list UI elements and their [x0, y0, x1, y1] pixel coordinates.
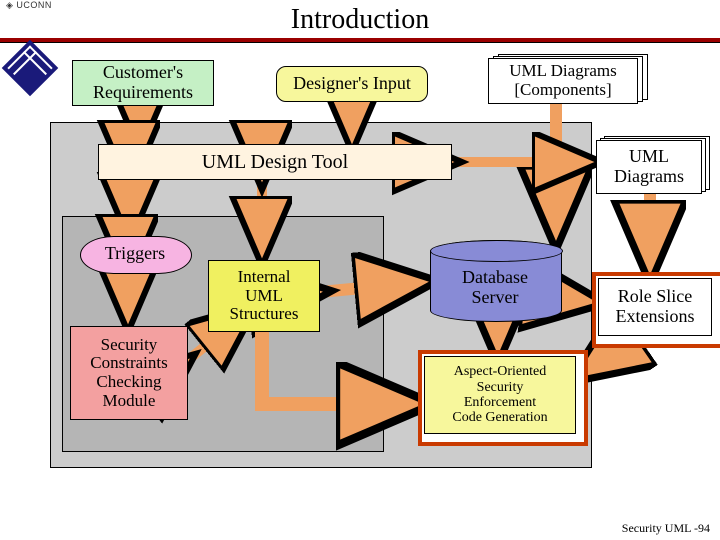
label: Designer's Input [293, 74, 411, 94]
label: UML Design Tool [202, 151, 348, 173]
node-uml-design-tool: UML Design Tool [98, 144, 452, 180]
diagram-stage: Customer'sRequirements Designer's Input … [0, 54, 720, 540]
label: Role SliceExtensions [616, 287, 695, 327]
label: InternalUMLStructures [230, 268, 299, 324]
label: Customer'sRequirements [93, 63, 193, 103]
node-internal-uml: InternalUMLStructures [208, 260, 320, 332]
node-aspect-oriented: Aspect-OrientedSecurityEnforcementCode G… [424, 356, 576, 434]
node-uml-diagrams: UMLDiagrams [596, 140, 700, 192]
divider-thin [0, 42, 720, 43]
page-title: Introduction [0, 0, 720, 36]
node-role-slice: Role SliceExtensions [598, 278, 712, 336]
label: UML Diagrams[Components] [509, 62, 617, 99]
node-security-module: SecurityConstraintsCheckingModule [70, 326, 188, 420]
node-designers-input: Designer's Input [276, 66, 428, 102]
label: SecurityConstraintsCheckingModule [90, 336, 167, 411]
label: UMLDiagrams [614, 147, 684, 187]
label: Aspect-OrientedSecurityEnforcementCode G… [452, 364, 547, 426]
label-db: DatabaseServer [430, 256, 560, 320]
label-triggers: Triggers [80, 236, 190, 272]
footer-text: Security UML -94 [622, 521, 710, 536]
node-customer-requirements: Customer'sRequirements [72, 60, 214, 106]
node-uml-components: UML Diagrams[Components] [488, 58, 636, 102]
